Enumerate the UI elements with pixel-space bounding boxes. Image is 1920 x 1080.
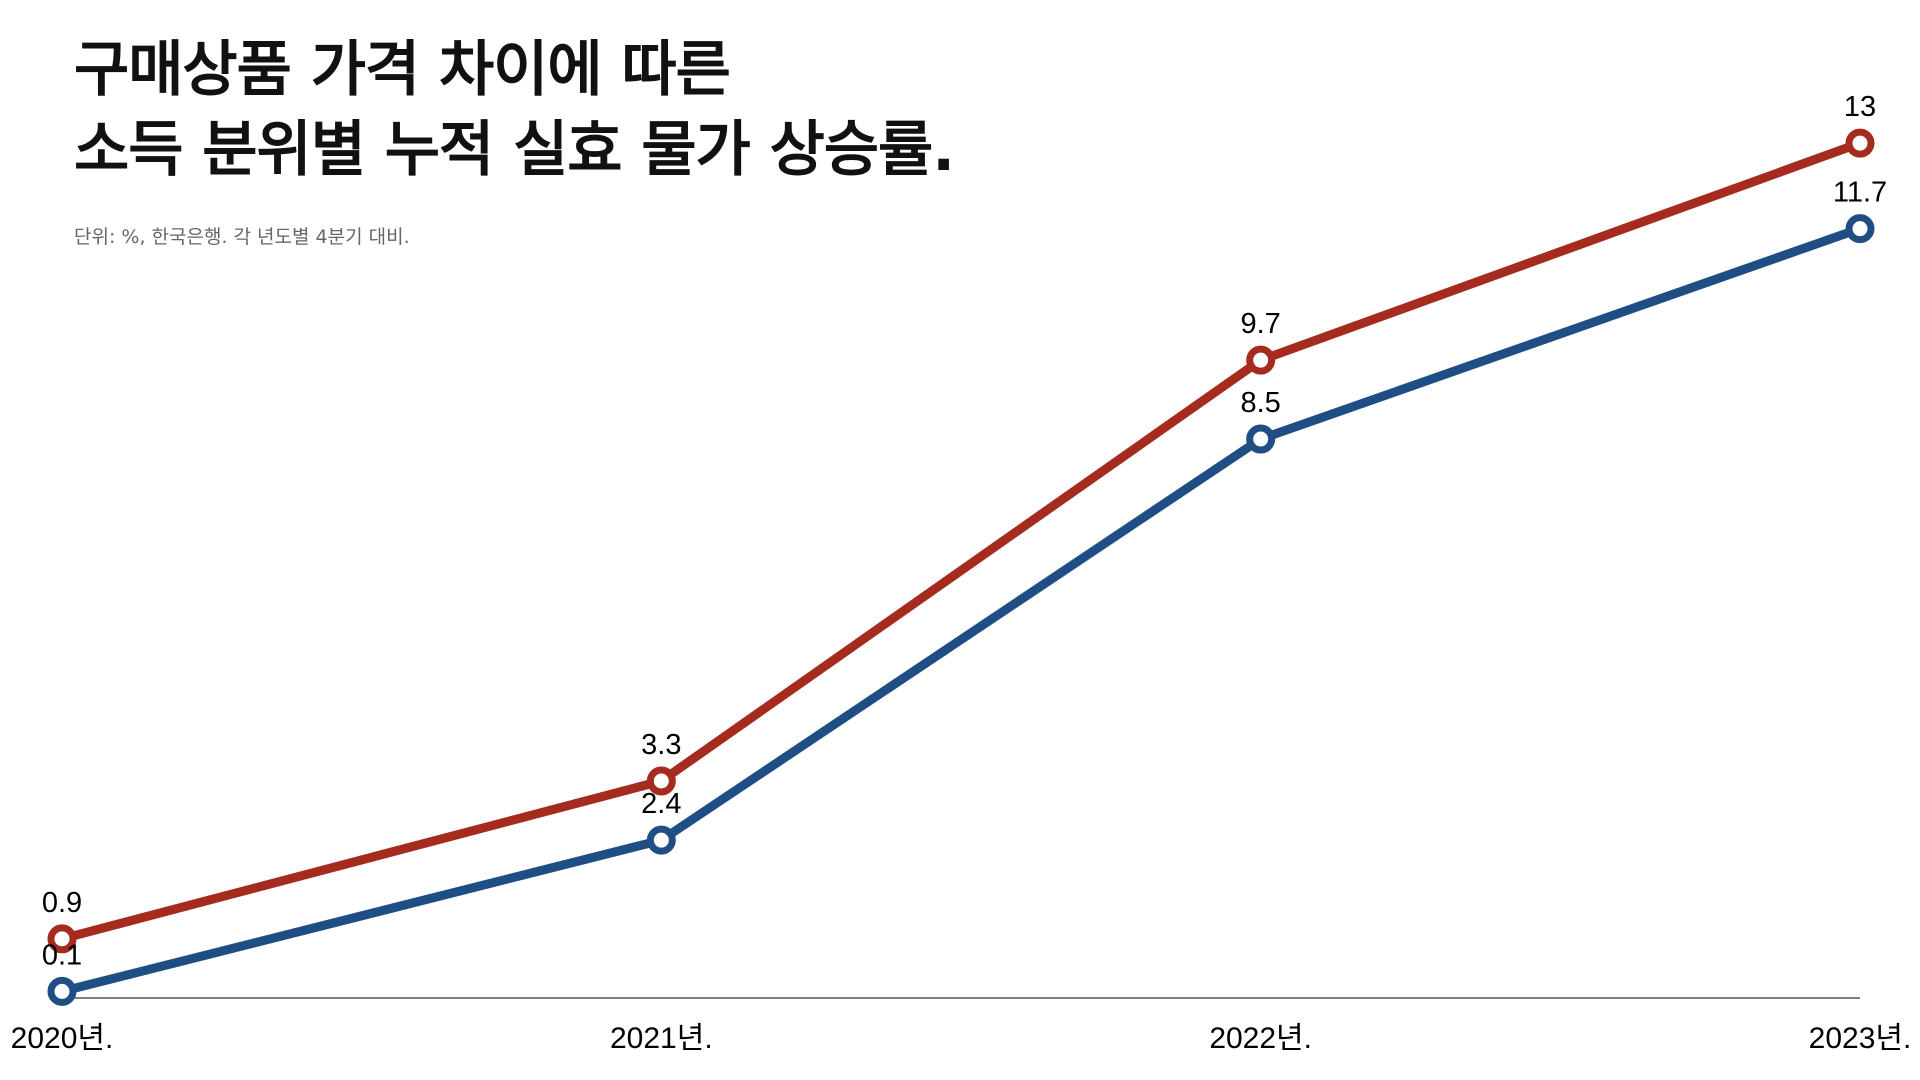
series-1-point bbox=[646, 766, 676, 796]
series-1-point bbox=[1246, 345, 1276, 375]
series-2-data-label: 8.5 bbox=[1241, 387, 1281, 419]
series-2-data-label: 2.4 bbox=[641, 788, 681, 820]
series-2-point bbox=[1246, 424, 1276, 454]
series-1-data-label: 13 bbox=[1844, 91, 1876, 123]
series-2-line bbox=[57, 224, 1865, 996]
series-2-point bbox=[646, 825, 676, 855]
series-1-data-label: 0.9 bbox=[42, 887, 82, 919]
series-1-data-label: 3.3 bbox=[641, 729, 681, 761]
chart-title: 구매상품 가격 차이에 따른 소득 분위별 누적 실효 물가 상승률. bbox=[74, 30, 955, 190]
series-1-point bbox=[1845, 128, 1875, 158]
series-1-point bbox=[47, 924, 77, 954]
chart-title-line-1: 구매상품 가격 차이에 따른 bbox=[74, 35, 731, 105]
x-tick-label: 2020년. bbox=[11, 1022, 114, 1055]
series-2-point bbox=[1845, 214, 1875, 244]
chart-title-line-2: 소득 분위별 누적 실효 물가 상승률. bbox=[74, 115, 955, 185]
x-tick-label: 2023년. bbox=[1809, 1022, 1912, 1055]
x-tick-label: 2022년. bbox=[1209, 1022, 1312, 1055]
series-1-line bbox=[57, 138, 1865, 944]
series-1-data-label: 9.7 bbox=[1241, 308, 1281, 340]
series-2-data-label: 11.7 bbox=[1833, 177, 1887, 209]
series-2-data-label: 0.1 bbox=[42, 939, 82, 971]
chart-subtitle: 단위: %, 한국은행. 각 년도별 4분기 대비. bbox=[74, 226, 410, 248]
x-tick-label: 2021년. bbox=[610, 1022, 713, 1055]
series-2-point bbox=[47, 976, 77, 1006]
